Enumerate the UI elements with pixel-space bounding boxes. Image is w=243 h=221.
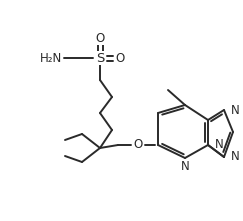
- Text: H₂N: H₂N: [40, 51, 62, 65]
- Text: O: O: [95, 32, 105, 44]
- Text: N: N: [231, 103, 240, 116]
- Text: O: O: [115, 51, 125, 65]
- Text: N: N: [215, 139, 224, 152]
- Text: O: O: [133, 139, 143, 152]
- Text: S: S: [96, 51, 104, 65]
- Text: N: N: [231, 151, 240, 164]
- Text: N: N: [181, 160, 189, 173]
